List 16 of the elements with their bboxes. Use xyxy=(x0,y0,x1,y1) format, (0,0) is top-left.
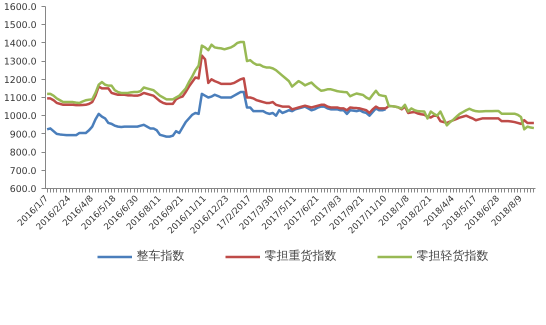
y-tick-label: 600.0 xyxy=(10,184,37,195)
y-tick-label: 1200.0 xyxy=(4,74,37,86)
y-tick-label: 1400.0 xyxy=(4,38,37,50)
line-series xyxy=(46,90,387,138)
line-series xyxy=(46,40,536,131)
legend-label: 零担轻货指数 xyxy=(416,248,488,264)
y-tick-label: 900.0 xyxy=(10,129,37,140)
y-tick-label: 1100.0 xyxy=(4,93,37,104)
y-tick-label: 800.0 xyxy=(10,148,37,159)
y-tick-label: 700.0 xyxy=(10,166,37,177)
y-tick-label: 1600.0 xyxy=(4,2,37,13)
legend-label: 整车指数 xyxy=(136,248,184,264)
y-tick-label: 1500.0 xyxy=(4,20,37,32)
y-tick-label: 1300.0 xyxy=(4,56,37,68)
y-tick-label: 1000.0 xyxy=(4,111,37,122)
legend-label: 零担重货指数 xyxy=(264,248,336,264)
